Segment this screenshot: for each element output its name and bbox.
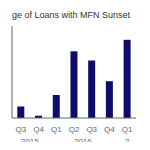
svg-text:2016: 2016 <box>74 137 92 142</box>
html-text:ge of Loans with MFN Sunset: ge of Loans with MFN Sunset <box>12 10 131 20</box>
svg-text:Q1: Q1 <box>51 125 62 134</box>
svg-text:Q2: Q2 <box>69 125 80 134</box>
svg-text:2: 2 <box>125 137 130 142</box>
svg-text:Q3: Q3 <box>86 125 97 134</box>
svg-text:Q3: Q3 <box>16 125 27 134</box>
svg-text:Q1: Q1 <box>122 125 133 134</box>
svg-text:Q4: Q4 <box>104 125 115 134</box>
svg-text:Q4: Q4 <box>33 125 44 134</box>
svg-text:2015: 2015 <box>21 137 39 142</box>
